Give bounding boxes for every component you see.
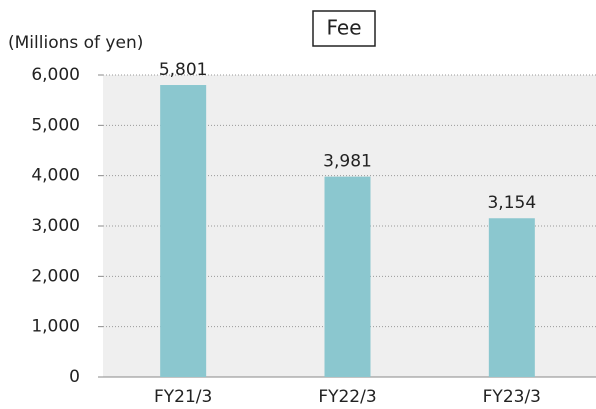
y-axis-label: (Millions of yen) bbox=[8, 33, 143, 53]
y-tick-label: 6,000 bbox=[31, 65, 80, 85]
y-tick-label: 3,000 bbox=[31, 216, 80, 236]
x-tick-label: FY21/3 bbox=[154, 387, 212, 407]
chart-title: Fee bbox=[326, 16, 361, 40]
bar bbox=[324, 176, 371, 377]
x-tick-label: FY22/3 bbox=[318, 387, 376, 407]
y-tick-label: 0 bbox=[69, 367, 80, 387]
y-tick-label: 4,000 bbox=[31, 166, 80, 186]
title-box bbox=[312, 10, 376, 47]
y-tick-label: 5,000 bbox=[31, 115, 80, 135]
data-label: 5,801 bbox=[159, 60, 208, 80]
x-tick-label: FY23/3 bbox=[483, 387, 541, 407]
bar bbox=[160, 85, 207, 378]
bar bbox=[488, 218, 535, 377]
data-label: 3,981 bbox=[323, 152, 372, 172]
data-label: 3,154 bbox=[487, 193, 536, 213]
y-tick-label: 2,000 bbox=[31, 266, 80, 286]
y-tick-label: 1,000 bbox=[31, 317, 80, 337]
